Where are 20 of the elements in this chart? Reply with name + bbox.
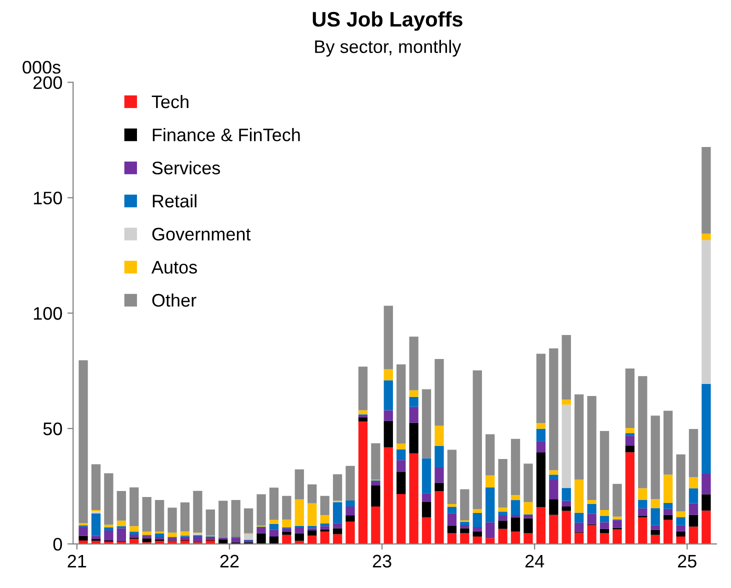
legend-label: Finance & FinTech: [152, 128, 300, 142]
y-tick-label: 100: [34, 307, 62, 320]
x-tick-label: 23: [372, 554, 392, 568]
legend-label: Services: [152, 161, 220, 174]
legend-label: Other: [152, 293, 196, 307]
legend-label: Government: [152, 228, 251, 241]
y-tick-label: 200: [33, 76, 62, 90]
legend-label: Tech: [152, 94, 188, 108]
x-tick-label: 25: [678, 554, 696, 568]
y-tick-label: 150: [34, 192, 62, 204]
x-tick-label: 24: [525, 554, 544, 568]
chart-title: US Job Layoffs: [312, 11, 462, 31]
y-axis-title: 000s: [22, 60, 60, 74]
y-tick-label: 50: [43, 422, 62, 436]
legend-label: Retail: [152, 194, 196, 208]
y-tick-label: 0: [53, 538, 62, 551]
x-tick-label: 22: [220, 554, 239, 568]
legend-label: Autos: [151, 261, 197, 274]
chart-subtitle: By sector, monthly: [315, 40, 462, 57]
x-tick-label: 21: [68, 554, 86, 568]
